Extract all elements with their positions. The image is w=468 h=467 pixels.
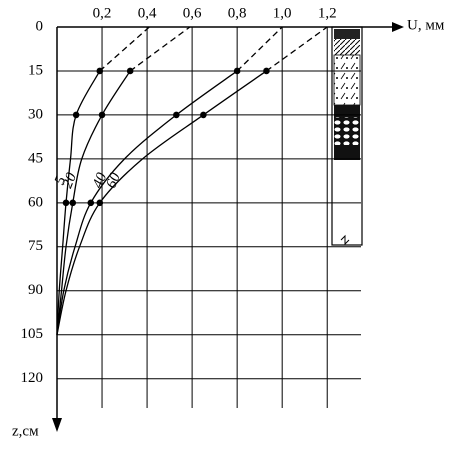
curve-extrapolated [236,26,283,72]
y-tick-label: 90 [28,282,43,298]
x-axis-arrow [392,22,404,32]
y-tick-label: 45 [28,150,43,166]
y-tick-label: 0 [36,18,44,34]
curve-label: 60 [103,170,124,190]
curve-extrapolated [266,26,328,72]
point [62,199,70,207]
curve-label: 40 [90,170,111,190]
x-tick-label: 1,0 [273,5,292,21]
x-tick-label: 0,8 [228,5,247,21]
x-axis-label: U, мм [407,17,445,33]
point [263,67,270,75]
point [72,111,80,119]
x-tick-label: 0,4 [138,5,157,21]
y-tick-label: 120 [21,370,44,386]
x-tick-label: 0,6 [183,5,202,21]
x-tick-label: 1,2 [318,5,337,21]
point [173,111,180,119]
y-tick-label: 60 [28,194,43,210]
y-tick-label: 105 [21,326,44,342]
point [200,111,207,119]
point [233,67,241,75]
x-tick-label: 0,2 [93,5,112,21]
y-axis-label: z,см [12,423,39,439]
point [98,111,106,119]
point [96,67,104,75]
point [87,199,95,207]
curve-extrapolated [99,26,150,72]
point [96,199,104,207]
y-tick-label: 30 [28,106,43,122]
y-axis-arrow [52,418,62,432]
soil-column [331,26,363,246]
point [126,67,134,75]
y-tick-label: 15 [28,62,43,78]
curve-extrapolated [129,26,191,72]
curve-label: 20 [60,170,81,190]
y-tick-label: 75 [28,238,43,254]
point [69,199,77,207]
